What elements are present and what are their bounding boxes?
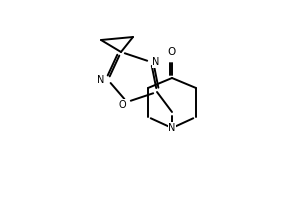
Text: N: N <box>152 57 160 67</box>
Text: N: N <box>97 75 105 85</box>
Text: N: N <box>168 123 176 133</box>
Text: O: O <box>118 100 126 110</box>
Text: O: O <box>168 47 176 57</box>
